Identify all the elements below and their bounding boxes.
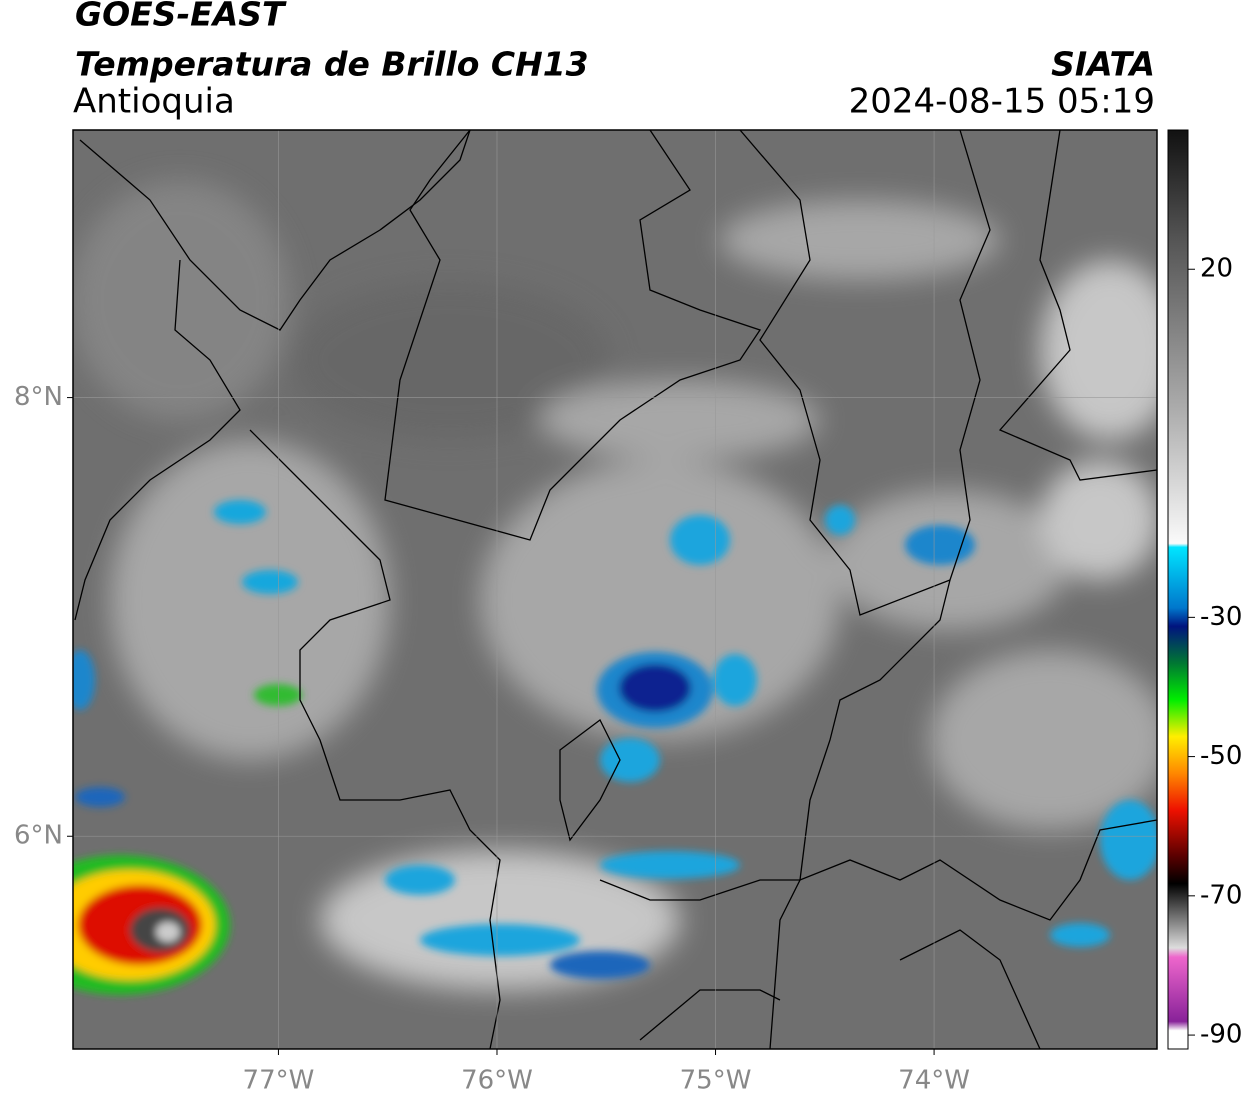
colorbar-tick-label: 20 [1200, 254, 1233, 284]
colorbar-tick-label: -70 [1200, 880, 1242, 910]
satellite-image [73, 130, 1157, 1049]
y-tick-label: 6°N [14, 821, 63, 851]
satellite: GOES-EAST [75, 0, 287, 34]
grid [73, 130, 1157, 1049]
map-frame [72, 129, 1158, 1050]
colorbar-tick-label: -90 [1200, 1020, 1242, 1050]
y-tick-label: 8°N [14, 382, 63, 412]
colorbar-tick-label: -30 [1200, 602, 1242, 632]
source: SIATA [1051, 45, 1155, 84]
x-tick-label: 75°W [680, 1066, 752, 1096]
datetime: 2024-08-15 05:19 [849, 82, 1155, 122]
region: Antioquia [73, 82, 235, 122]
product: Temperatura de Brillo CH13 [75, 45, 589, 84]
x-tick-label: 74°W [898, 1066, 970, 1096]
colorbar-tick-label: -50 [1200, 741, 1242, 771]
x-tick-label: 76°W [461, 1066, 533, 1096]
x-tick-label: 77°W [243, 1066, 315, 1096]
colorbar [1167, 129, 1189, 1050]
